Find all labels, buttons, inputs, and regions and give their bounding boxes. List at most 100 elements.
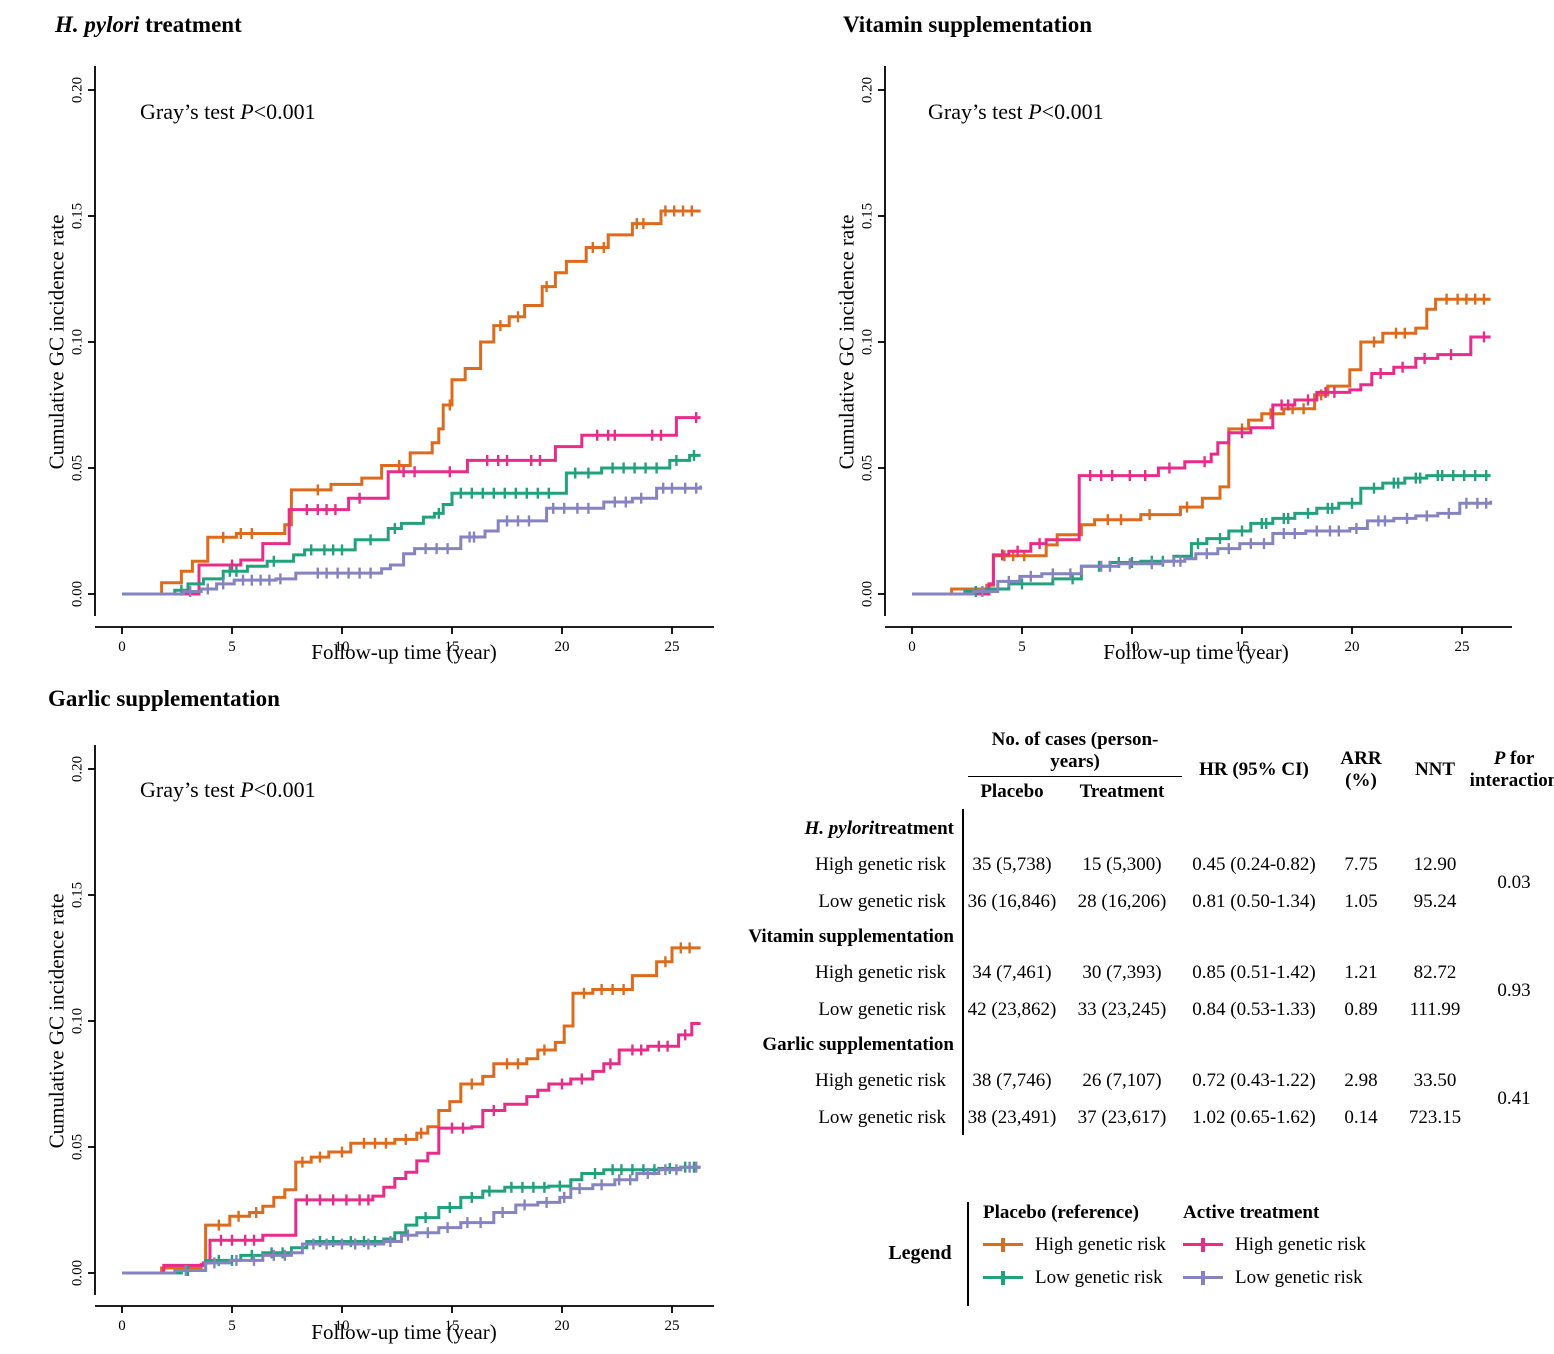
- table-cell: 35 (5,738): [972, 853, 1052, 875]
- x-tick-label: 10: [1125, 639, 1140, 655]
- header-nnt: NNT: [1414, 759, 1456, 780]
- header-p-italic: P: [1493, 748, 1506, 770]
- table-cell: 723.15: [1408, 1106, 1462, 1128]
- table-group-label-rest: Vitamin supplementation: [748, 926, 954, 947]
- curve-placebo_low: [122, 453, 701, 596]
- x-axis-label-garlic: Follow-up time (year): [311, 1320, 497, 1344]
- chart-title-hp: H. pylori treatment: [55, 12, 242, 38]
- table-cell: 38 (23,491): [967, 1106, 1057, 1128]
- legend-item-label: High genetic risk: [1035, 1233, 1166, 1255]
- header-placebo: Placebo: [980, 781, 1044, 802]
- x-tick-label: 0: [908, 639, 916, 655]
- table-row-label: Low genetic risk: [818, 998, 946, 1020]
- y-tick-label: 0.05: [69, 455, 85, 481]
- y-tick-label: 0.10: [69, 329, 85, 355]
- chart-title-vitamin-rest: Vitamin supplementation: [843, 12, 1092, 37]
- legend-header-active-treatment: Active treatment: [1183, 1202, 1320, 1223]
- annotation-prefix: Gray’s test: [928, 99, 1029, 124]
- p-interaction-value: 0.41: [1497, 1088, 1531, 1109]
- line-swatch-treatment-high-icon: [1183, 1237, 1223, 1253]
- y-tick-label: 0.10: [69, 1008, 85, 1034]
- x-tick-label: 25: [665, 1318, 680, 1334]
- table-cell: 0.81 (0.50-1.34): [1192, 890, 1316, 912]
- table-cell: 30 (7,393): [1082, 961, 1162, 983]
- curve-placebo_low: [122, 1165, 701, 1275]
- header-no-of-cases: No. of cases (person-years): [968, 729, 1182, 777]
- legend-item: High genetic risk: [1183, 1228, 1366, 1261]
- annotation-value: <0.001: [253, 777, 316, 802]
- annotation-prefix: Gray’s test: [140, 777, 241, 802]
- table-cell: 82.72: [1413, 961, 1457, 983]
- line-swatch-placebo-low-icon: [983, 1270, 1023, 1286]
- table-cell: 12.90: [1413, 853, 1457, 875]
- legend-item: Low genetic risk: [1183, 1261, 1366, 1294]
- x-tick-label: 25: [665, 639, 680, 655]
- line-swatch-treatment-low-icon: [1183, 1270, 1223, 1286]
- legend-item: High genetic risk: [983, 1228, 1166, 1261]
- y-tick-label: 0.00: [69, 581, 85, 607]
- table-cell: 0.14: [1344, 1106, 1378, 1128]
- table-cell: 33.50: [1413, 1069, 1457, 1091]
- line-swatch-placebo-high-icon: [983, 1237, 1023, 1253]
- table-cell: 28 (16,206): [1077, 890, 1167, 912]
- table-cell: 37 (23,617): [1077, 1106, 1167, 1128]
- table-row-label: High genetic risk: [815, 853, 946, 875]
- legend-column-placebo: Placebo (reference) High genetic risk Lo…: [983, 1198, 1166, 1294]
- p-interaction-value: 0.03: [1497, 872, 1531, 893]
- table-cell: 38 (7,746): [972, 1069, 1052, 1091]
- table-cell: 33 (23,245): [1077, 998, 1167, 1020]
- curve-treatment_high: [122, 416, 701, 596]
- annotation-p: P: [240, 99, 254, 124]
- x-tick-label: 10: [335, 639, 350, 655]
- y-tick-label: 0.00: [859, 581, 875, 607]
- table-cell: 34 (7,461): [972, 961, 1052, 983]
- stats-table-body: H. pylori treatment High genetic risk 35 (…: [742, 809, 1554, 1136]
- header-p-line2: interaction: [1469, 770, 1554, 791]
- x-tick-label: 15: [1235, 639, 1250, 655]
- table-cell: 0.85 (0.51-1.42): [1192, 961, 1316, 983]
- table-row-label: Low genetic risk: [818, 890, 946, 912]
- chart-title-hp-italic: H. pylori: [55, 12, 140, 37]
- table-group-label-rest: treatment: [874, 818, 954, 839]
- curve-placebo_high: [912, 297, 1491, 596]
- table-cell: 1.05: [1344, 890, 1378, 912]
- table-group-label-rest: Garlic supplementation: [762, 1034, 954, 1055]
- legend-item-label: Low genetic risk: [1035, 1266, 1163, 1288]
- table-cell: 15 (5,300): [1082, 853, 1162, 875]
- x-axis-label-hp: Follow-up time (year): [311, 640, 497, 664]
- legend-item: Low genetic risk: [983, 1261, 1166, 1294]
- y-tick-label: 0.10: [859, 329, 875, 355]
- legend-column-active-treatment: Active treatment High genetic risk Low g…: [1183, 1198, 1366, 1294]
- x-tick-label: 5: [228, 639, 236, 655]
- legend-item-label: High genetic risk: [1235, 1233, 1366, 1255]
- stats-table: No. of cases (person-years) HR (95% CI) …: [742, 729, 1554, 1136]
- header-treatment: Treatment: [1079, 781, 1165, 802]
- curve-placebo_high: [122, 209, 701, 596]
- y-tick-label: 0.05: [69, 1134, 85, 1160]
- legend-title: Legend: [888, 1242, 952, 1264]
- x-tick-label: 10: [335, 1318, 350, 1334]
- y-tick-label: 0.15: [69, 203, 85, 229]
- table-cell: 7.75: [1344, 853, 1378, 875]
- table-cell: 95.24: [1413, 890, 1457, 912]
- table-group-label: Vitamin supplementation: [742, 920, 962, 954]
- y-axis-label-garlic: Cumulative GC incidence rate: [44, 893, 69, 1149]
- annotation-p: P: [240, 777, 254, 802]
- curve-placebo_low: [912, 474, 1491, 596]
- chart-title-vitamin: Vitamin supplementation: [843, 12, 1092, 38]
- table-cell: 111.99: [1409, 998, 1461, 1020]
- legend-header-placebo: Placebo (reference): [983, 1202, 1139, 1223]
- annotation-value: <0.001: [1041, 99, 1104, 124]
- table-group-label: H. pylori treatment: [742, 812, 962, 846]
- annotation-p: P: [1028, 99, 1042, 124]
- x-tick-label: 15: [445, 639, 460, 655]
- table-cell: 42 (23,862): [967, 998, 1057, 1020]
- y-tick-label: 0.00: [69, 1260, 85, 1286]
- curve-treatment_high: [912, 335, 1491, 596]
- header-p-interaction: P for interaction: [1470, 733, 1554, 807]
- legend: Legend Placebo (reference) High genetic …: [880, 1196, 1480, 1316]
- x-tick-label: 0: [118, 1318, 126, 1334]
- table-group-label: Garlic supplementation: [742, 1028, 962, 1062]
